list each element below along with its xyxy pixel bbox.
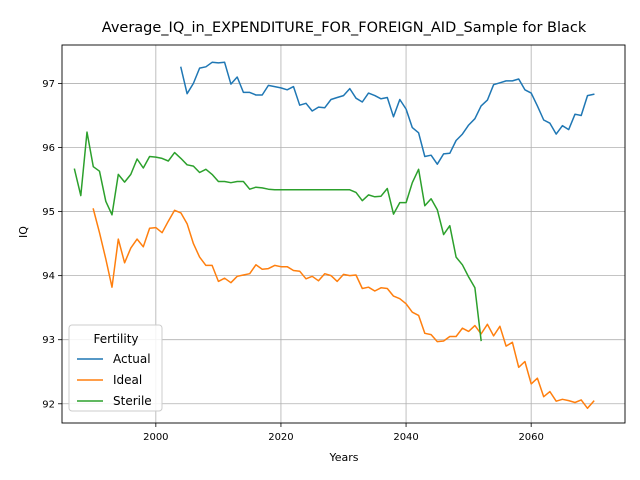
y-tick-label: 93 [42,335,55,346]
x-tick-label: 2040 [393,432,418,443]
x-tick-label: 2060 [518,432,543,443]
y-axis-label: IQ [17,226,30,238]
y-tick-label: 96 [42,143,55,154]
series-line-sterile [73,131,482,342]
legend-label-ideal: Ideal [113,373,142,387]
y-tick-label: 92 [42,399,55,410]
series-line-actual [179,61,595,165]
chart-title: Average_IQ_in_EXPENDITURE_FOR_FOREIGN_AI… [102,20,587,36]
plot-area-frame [61,44,626,424]
x-tick-label: 2000 [143,432,168,443]
y-tick-label: 97 [42,79,55,90]
legend-label-sterile: Sterile [113,394,152,408]
legend-title: Fertility [93,332,138,346]
legend-label-actual: Actual [113,352,151,366]
series-line-ideal [92,208,595,410]
y-tick-label: 95 [42,207,55,218]
axis-ticks: 2000 2020 2040 2060 92 93 94 95 96 97 [42,79,544,443]
legend: Fertility Actual Ideal Sterile [68,324,163,412]
x-axis-label: Years [328,451,358,464]
series-lines [73,61,595,410]
legend-box [68,324,163,412]
y-tick-label: 94 [42,271,55,282]
x-tick-label: 2020 [268,432,293,443]
